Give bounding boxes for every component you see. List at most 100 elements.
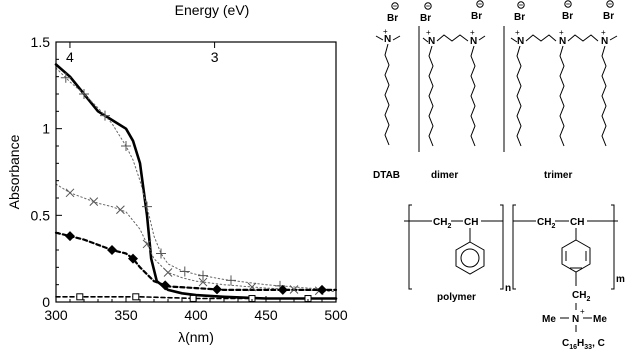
alkyl-chain xyxy=(601,45,607,147)
cation-charge-icon: + xyxy=(515,28,520,37)
trimer-structure: Br N + Br N + Br N + xyxy=(510,0,618,147)
cation-charge-icon: + xyxy=(559,28,564,37)
polymer-label: polymer xyxy=(437,292,476,303)
series-line-1 xyxy=(54,63,338,300)
data-point-diamond xyxy=(160,280,171,291)
x-tick-label: 500 xyxy=(324,307,348,323)
data-point-cross xyxy=(65,188,75,198)
data-point-square xyxy=(76,293,84,301)
data-point-diamond xyxy=(128,253,138,264)
methyl-group: Me xyxy=(593,314,607,325)
bracket-left xyxy=(512,204,516,290)
ch-group: CH xyxy=(464,217,478,228)
data-point-cross xyxy=(89,197,99,206)
series-group xyxy=(54,63,338,300)
anion-charge-icon xyxy=(476,0,484,8)
dimer-structure: Br N + Br N + xyxy=(420,0,486,147)
bromide-label: Br xyxy=(603,11,614,22)
series-line-3 xyxy=(55,183,337,293)
data-point-plus xyxy=(226,275,236,286)
ch2-group: CH2 xyxy=(537,217,555,230)
top-tick-label: 4 xyxy=(66,49,74,65)
bracket-left xyxy=(408,204,412,290)
nitrogen-atom: N xyxy=(559,36,566,47)
x-axis-label: λ(nm) xyxy=(178,329,214,345)
nitrogen-atom: N xyxy=(517,36,524,47)
bromide-label: Br xyxy=(387,13,398,24)
data-point-square xyxy=(132,293,140,301)
data-point-plus xyxy=(100,110,110,121)
data-point-cross xyxy=(142,239,152,249)
trimer-label: trimer xyxy=(544,170,572,181)
data-point-cross xyxy=(247,282,257,292)
alkyl-chain xyxy=(384,43,390,146)
data-point-plus xyxy=(142,201,152,212)
x-tick-label: 350 xyxy=(114,307,138,323)
data-point-plus xyxy=(79,89,89,99)
data-point-diamond xyxy=(65,231,75,242)
series-line-2 xyxy=(55,67,337,291)
ch2-group: CH2 xyxy=(572,290,590,303)
bromide-label: Br xyxy=(420,13,431,24)
plot-frame xyxy=(55,41,337,303)
data-point-plus xyxy=(60,72,71,83)
y-tick-label: 0.5 xyxy=(31,207,51,223)
alkyl-chain xyxy=(516,45,522,147)
series-line-5 xyxy=(55,295,337,300)
nitrogen-atom: N xyxy=(384,34,391,45)
data-point-diamond xyxy=(107,245,117,255)
cation-charge-icon: + xyxy=(601,28,606,37)
bromide-label: Br xyxy=(471,11,482,22)
dtab-label: DTAB xyxy=(373,170,400,181)
methyl-group: Me xyxy=(542,314,556,325)
bromide-label: Br xyxy=(562,11,573,22)
n-subscript: n xyxy=(505,283,511,294)
anion-charge-icon xyxy=(391,2,399,10)
data-point-diamond xyxy=(317,284,327,295)
y-tick-label: 1.5 xyxy=(31,34,51,50)
anion-charge-icon xyxy=(424,2,432,10)
alkyl-chain xyxy=(470,45,476,147)
x-tick-label: 450 xyxy=(254,307,278,323)
data-point-cross xyxy=(289,285,299,294)
data-point-plus xyxy=(179,266,190,277)
data-point-plus xyxy=(121,141,131,151)
tick-group: 300 350 400 450 500 0 0.5 1 1.5 4 3 xyxy=(31,34,348,323)
data-point-square xyxy=(189,294,197,302)
data-point-cross xyxy=(198,277,208,287)
m-subscript: m xyxy=(616,274,625,285)
nitrogen-atom: N xyxy=(601,36,608,47)
absorbance-chart: Energy (eV) Absorbance λ(nm) 300 350 400 45… xyxy=(6,2,348,345)
spacer-chain xyxy=(567,34,599,42)
data-point-cross xyxy=(163,268,173,277)
data-point-cross xyxy=(116,205,125,215)
benzene-ring-icon xyxy=(455,241,485,275)
y-tick-label: 1 xyxy=(42,121,50,137)
data-point-diamond xyxy=(277,284,288,295)
top-axis-label: Energy (eV) xyxy=(175,2,250,18)
anion-charge-icon xyxy=(517,1,525,9)
bromide-label: Br xyxy=(514,12,525,23)
aromatic-ring xyxy=(460,248,480,268)
alkyl-chain xyxy=(428,45,434,147)
nitrogen-atom: N xyxy=(470,36,477,47)
data-point-plus xyxy=(156,248,166,259)
cation-charge-icon: + xyxy=(470,28,475,37)
dimer-label: dimer xyxy=(431,170,458,181)
cation-charge-icon: + xyxy=(580,307,585,316)
ammonium-nitrogen: N xyxy=(572,314,579,325)
bracket-right xyxy=(611,204,615,290)
top-tick-label: 3 xyxy=(211,49,219,65)
polymer-structure: CH2 CH n CH2 CH m CH2 N xyxy=(404,204,625,351)
surfactant-structures: Br N + Br N + Br N + xyxy=(373,0,625,351)
ch-group: CH xyxy=(570,217,584,228)
cation-charge-icon: + xyxy=(383,27,388,36)
marker-group xyxy=(60,72,327,303)
dtab-structure: Br N + xyxy=(375,2,401,146)
spacer-chain xyxy=(436,34,469,42)
anion-charge-icon xyxy=(606,0,614,8)
data-point-diamond xyxy=(212,284,222,295)
cation-charge-icon: + xyxy=(426,28,431,37)
nitrogen-atom: N xyxy=(428,36,435,47)
